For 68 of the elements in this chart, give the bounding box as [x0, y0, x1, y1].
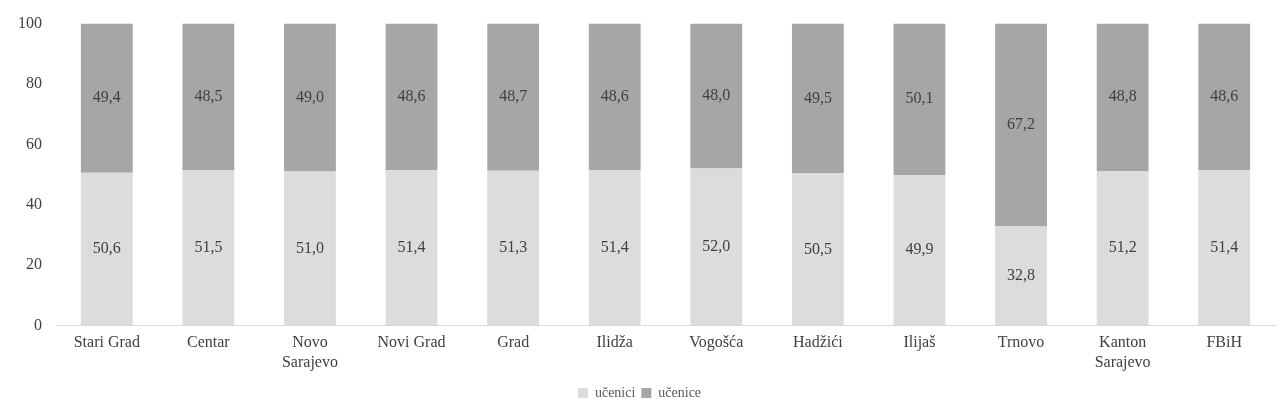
bar — [80, 172, 133, 326]
data-label: 52,0 — [702, 237, 731, 255]
x-tick-label: Vogošća — [689, 333, 744, 352]
data-label: 48,7 — [499, 87, 528, 105]
bar — [995, 23, 1047, 227]
bar — [995, 226, 1047, 326]
bar — [487, 170, 540, 326]
data-label: 51,0 — [295, 238, 324, 256]
data-label: 67,2 — [1007, 115, 1036, 133]
data-label: 48,5 — [194, 87, 223, 105]
x-tick-label: Kanton Sarajevo — [1094, 333, 1151, 371]
data-label: 51,4 — [1210, 238, 1239, 256]
data-label: 51,5 — [194, 238, 223, 256]
data-label: 48,6 — [1210, 87, 1239, 105]
bar — [385, 23, 438, 171]
bar — [791, 173, 844, 326]
x-tick-label: Centar — [187, 333, 231, 351]
bar — [588, 23, 641, 171]
data-label: 51,3 — [499, 238, 528, 256]
x-tick-label: Hadžići — [793, 333, 844, 351]
data-label: 49,4 — [92, 88, 121, 106]
y-tick-label: 100 — [18, 13, 42, 31]
x-tick-label: Trnovo — [997, 333, 1045, 351]
data-label: 51,2 — [1108, 238, 1137, 256]
x-tick-label: Novi Grad — [377, 333, 446, 351]
legend-label: učenici — [594, 384, 636, 400]
bar — [588, 170, 641, 326]
bar — [690, 23, 743, 169]
data-label: 50,1 — [905, 89, 934, 107]
data-label: 48,6 — [600, 87, 629, 105]
y-tick-label: 80 — [26, 74, 42, 92]
x-tick-label: Ilidža — [596, 333, 633, 351]
legend-label: učenice — [658, 384, 702, 400]
data-label: 51,4 — [397, 238, 426, 256]
x-tick-label: FBiH — [1206, 333, 1243, 351]
data-label: 49,9 — [905, 240, 934, 258]
bar — [284, 171, 336, 326]
y-tick-label: 60 — [26, 134, 42, 152]
x-tick-label: Stari Grad — [73, 333, 140, 351]
data-label: 48,6 — [397, 87, 426, 105]
bar — [690, 168, 743, 326]
data-label: 48,0 — [702, 86, 731, 104]
bar — [385, 170, 438, 326]
data-label: 51,4 — [600, 238, 629, 256]
bar — [182, 170, 235, 326]
bar — [487, 23, 540, 171]
x-tick-label: Novo Sarajevo — [281, 333, 338, 371]
bar — [893, 23, 946, 175]
bar — [1096, 23, 1149, 171]
data-label: 49,5 — [803, 88, 832, 106]
data-label: 50,5 — [803, 239, 832, 257]
x-tick-label: Ilijaš — [903, 333, 936, 352]
bar — [1198, 170, 1251, 326]
bar — [1096, 170, 1149, 326]
bar — [893, 174, 946, 326]
bar — [791, 23, 844, 174]
data-label: 48,8 — [1108, 87, 1137, 105]
bar — [1198, 23, 1251, 171]
data-label: 32,8 — [1007, 266, 1036, 284]
data-label: 50,6 — [92, 239, 121, 257]
y-tick-label: 40 — [26, 195, 42, 212]
bar — [80, 23, 133, 173]
y-tick-label: 0 — [34, 315, 42, 333]
y-tick-label: 20 — [26, 255, 42, 273]
x-tick-label: Grad — [497, 333, 530, 351]
bar — [182, 23, 235, 171]
data-label: 49,0 — [295, 87, 324, 105]
bar — [284, 23, 336, 172]
